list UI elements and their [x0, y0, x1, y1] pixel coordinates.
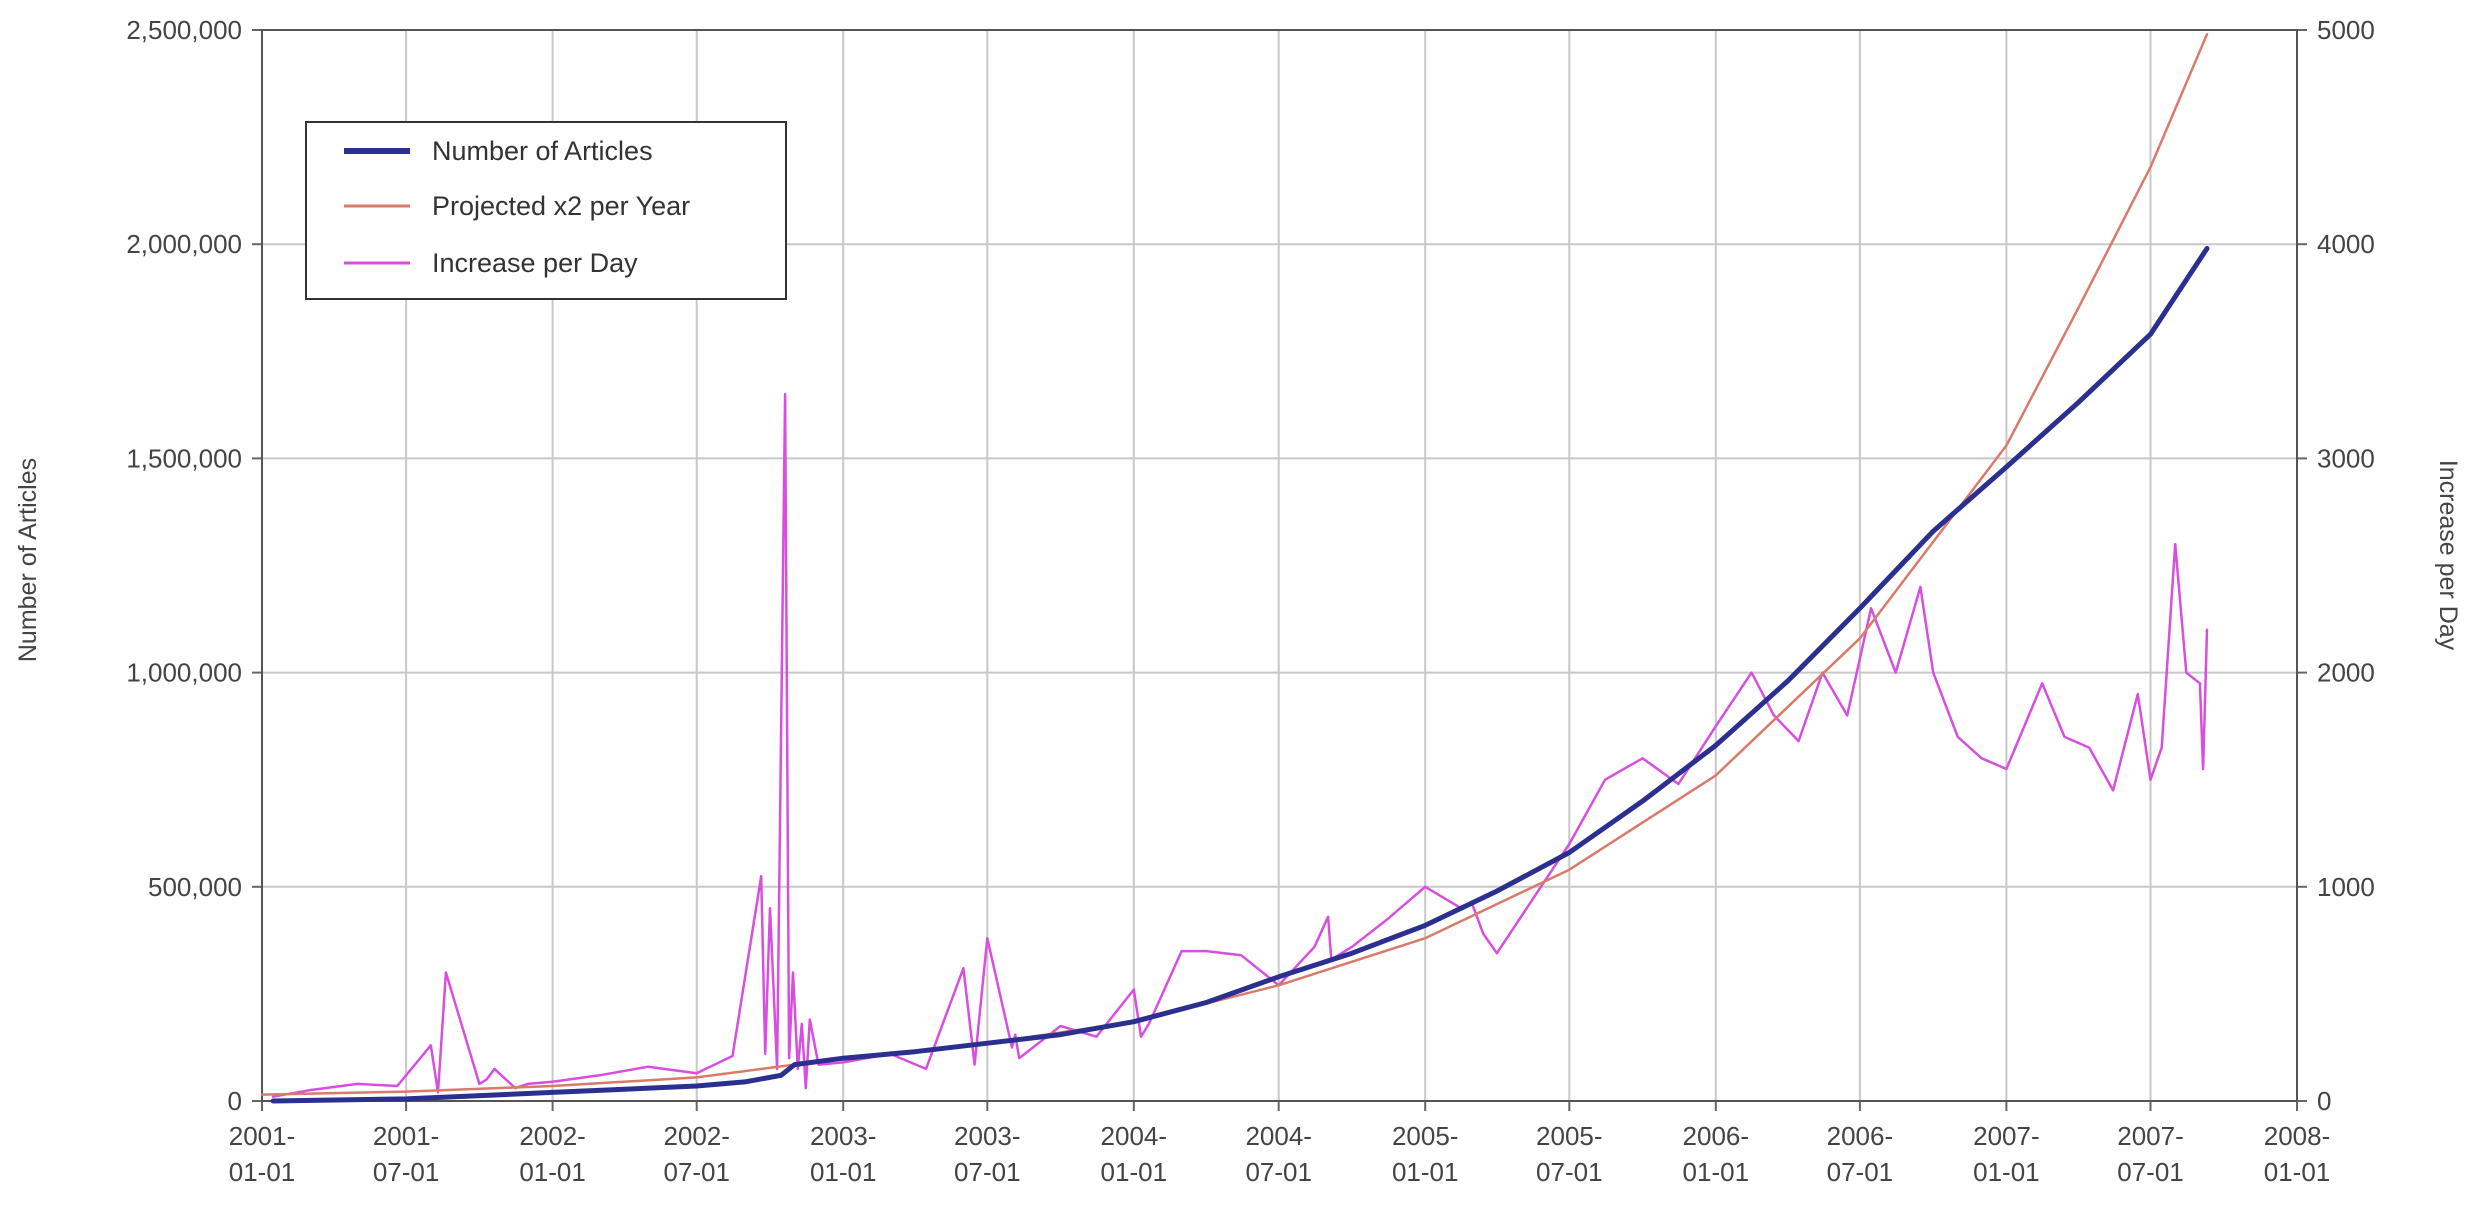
x-tick-label-monthday: 07-01: [954, 1157, 1021, 1187]
x-tick-label-monthday: 01-01: [519, 1157, 586, 1187]
x-tick-label-monthday: 07-01: [663, 1157, 730, 1187]
x-tick-label-year: 2003-: [954, 1121, 1021, 1151]
x-tick-label: 2005- 07-01: [1536, 1121, 1603, 1187]
series-layer: [260, 33, 2210, 1104]
y2-tick-label: 2000: [2317, 658, 2375, 688]
grid: [261, 29, 2298, 1102]
x-tick-label-year: 2005-: [1536, 1121, 1603, 1151]
series-line-increase-per-day: [271, 392, 2209, 1098]
series-line-projected-x2-per-year: [260, 33, 2209, 1096]
x-tick-label: 2008- 01-01: [2264, 1121, 2331, 1187]
x-tick-label-monthday: 01-01: [1392, 1157, 1459, 1187]
x-tick-label: 2001- 01-01: [229, 1121, 296, 1187]
x-tick-label-monthday: 07-01: [2117, 1157, 2184, 1187]
legend-label-articles: Number of Articles: [432, 136, 653, 166]
plot-frame: [252, 29, 2307, 1111]
y2-axis-title: Increase per Day: [2434, 460, 2462, 651]
x-tick-label-monthday: 01-01: [229, 1157, 296, 1187]
y-tick-label: 500,000: [148, 872, 242, 902]
y-axis-title: Number of Articles: [14, 458, 42, 662]
x-tick-label-year: 2002-: [663, 1121, 730, 1151]
x-tick-label-monthday: 01-01: [1973, 1157, 2040, 1187]
x-tick-label: 2006- 01-01: [1683, 1121, 1750, 1187]
x-tick-label-monthday: 01-01: [1683, 1157, 1750, 1187]
x-tick-label: 2001- 07-01: [373, 1121, 440, 1187]
x-tick-label-year: 2001-: [229, 1121, 296, 1151]
x-tick-label: 2003- 01-01: [810, 1121, 877, 1187]
x-tick-label: 2004- 01-01: [1101, 1121, 1168, 1187]
x-tick-label-year: 2006-: [1827, 1121, 1894, 1151]
x-tick-label-year: 2005-: [1392, 1121, 1459, 1151]
x-tick-label-year: 2008-: [2264, 1121, 2331, 1151]
x-tick-label-year: 2004-: [1101, 1121, 1168, 1151]
legend-label-projected: Projected x2 per Year: [432, 191, 690, 221]
x-tick-label: 2006- 07-01: [1827, 1121, 1894, 1187]
x-tick-label: 2003- 07-01: [954, 1121, 1021, 1187]
x-tick-label-monthday: 07-01: [1827, 1157, 1894, 1187]
x-tick-label: 2002- 07-01: [663, 1121, 730, 1187]
x-tick-label-year: 2003-: [810, 1121, 877, 1151]
y2-tick-label: 5000: [2317, 15, 2375, 45]
y-tick-labels: 0 500,000 1,000,000 1,500,000 2,000,000 2,500…: [126, 15, 242, 1116]
x-tick-label-year: 2006-: [1683, 1121, 1750, 1151]
x-tick-label-monthday: 01-01: [2264, 1157, 2331, 1187]
x-tick-label: 2004- 07-01: [1245, 1121, 1312, 1187]
x-tick-label-monthday: 07-01: [1536, 1157, 1603, 1187]
x-tick-label: 2007- 01-01: [1973, 1121, 2040, 1187]
y2-tick-label: 4000: [2317, 229, 2375, 259]
x-tick-labels: 2001- 01-01 2001- 07-01 2002- 01-01 2002- 07-01…: [229, 1121, 2331, 1187]
series-line-number-of-articles: [270, 246, 2210, 1104]
plot-border: [261, 29, 2298, 1102]
y2-tick-labels: 0 1000 2000 3000 4000 5000: [2317, 15, 2375, 1116]
y-tick-label: 2,500,000: [126, 15, 242, 45]
legend-label-increase: Increase per Day: [432, 248, 638, 278]
x-tick-label-year: 2002-: [519, 1121, 586, 1151]
y-tick-label: 0: [228, 1086, 242, 1116]
y2-tick-label: 3000: [2317, 443, 2375, 473]
y-tick-label: 1,000,000: [126, 658, 242, 688]
x-tick-label-monthday: 01-01: [1101, 1157, 1168, 1187]
x-tick-label: 2005- 01-01: [1392, 1121, 1459, 1187]
y2-tick-label: 1000: [2317, 872, 2375, 902]
x-tick-label-monthday: 07-01: [373, 1157, 440, 1187]
x-tick-label-monthday: 01-01: [810, 1157, 877, 1187]
y-tick-label: 2,000,000: [126, 229, 242, 259]
x-tick-label: 2007- 07-01: [2117, 1121, 2184, 1187]
x-tick-label-year: 2004-: [1245, 1121, 1312, 1151]
x-tick-label-year: 2007-: [1973, 1121, 2040, 1151]
x-tick-label-year: 2007-: [2117, 1121, 2184, 1151]
x-tick-label-monthday: 07-01: [1245, 1157, 1312, 1187]
legend: Number of Articles Projected x2 per Year…: [305, 121, 787, 300]
y2-tick-label: 0: [2317, 1086, 2331, 1116]
x-tick-label-year: 2001-: [373, 1121, 440, 1151]
y-tick-label: 1,500,000: [126, 443, 242, 473]
x-tick-label: 2002- 01-01: [519, 1121, 586, 1187]
